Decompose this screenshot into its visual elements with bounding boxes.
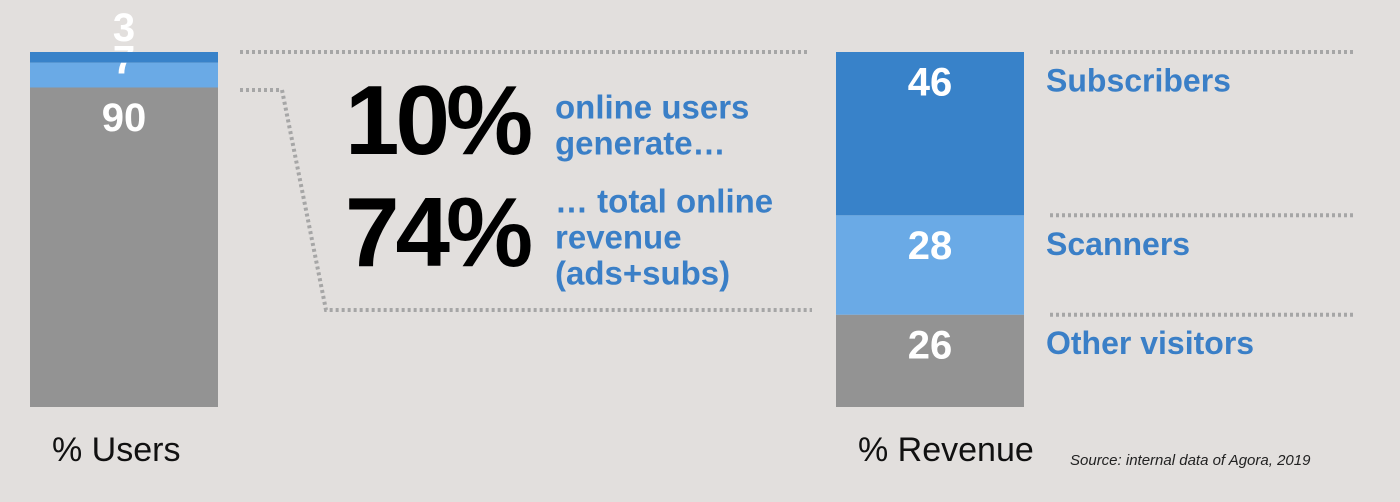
legend-label: Other visitors — [1046, 325, 1254, 361]
legend-label: Subscribers — [1046, 62, 1231, 98]
callout-text: (ads+subs) — [555, 255, 730, 292]
value-label: 28 — [908, 224, 953, 268]
callout-text: online users — [555, 89, 749, 126]
value-label: 3 — [113, 6, 135, 50]
bar-segment — [836, 314, 1024, 407]
callout-number: 74% — [345, 177, 531, 287]
callout-text: … total online — [555, 183, 773, 220]
callout-number: 10% — [345, 65, 531, 175]
source: Source: internal data of Agora, 2019 — [1070, 452, 1311, 469]
category-label: % Revenue — [858, 431, 1034, 469]
category-label: % Users — [52, 431, 180, 469]
connector — [240, 88, 812, 312]
value-label: 46 — [908, 61, 953, 105]
bar-segment — [836, 52, 1024, 216]
legend-label: Scanners — [1046, 226, 1190, 262]
bar-segment — [30, 87, 218, 407]
bar-segment — [30, 62, 218, 88]
callout-text: generate… — [555, 125, 726, 162]
bar-segment — [836, 215, 1024, 315]
value-label: 26 — [908, 323, 953, 367]
value-label: 90 — [102, 96, 147, 140]
bar-segment — [30, 52, 218, 63]
callout-text: revenue — [555, 219, 682, 256]
